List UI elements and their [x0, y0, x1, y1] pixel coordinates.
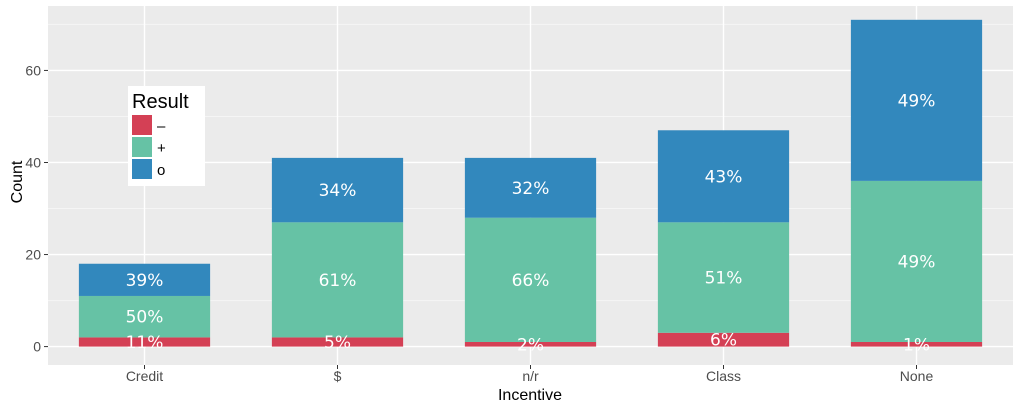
y-tick-label: 40 — [25, 154, 41, 170]
bar-segment — [464, 217, 597, 342]
x-tick-label: Credit — [126, 368, 163, 384]
bar-percent-label: 50% — [126, 308, 164, 328]
bar-percent-label: 2% — [517, 335, 544, 355]
bar-percent-label: 39% — [126, 271, 164, 291]
bar-segment — [271, 157, 404, 223]
y-axis: 0 20 40 60 — [25, 62, 48, 355]
bar-segment — [271, 337, 404, 347]
x-tick-label: n/r — [522, 368, 539, 384]
x-axis: Credit $ n/r Class None — [126, 365, 934, 384]
bar-segment — [78, 263, 211, 296]
bar-percent-label: 32% — [512, 179, 550, 199]
bar-segment — [850, 341, 983, 347]
x-axis-title: Incentive — [498, 387, 562, 404]
bar-segment — [657, 222, 790, 333]
legend-key — [132, 115, 152, 135]
bar-percent-label: 5% — [324, 333, 351, 353]
bar-percent-label: 1% — [903, 335, 930, 355]
y-tick-label: 20 — [25, 247, 41, 263]
bar-labels: 11% 50% 39% 5% 61% 34% 2% 66% 32% 6% 51% 43% 1% 49% 49… — [126, 91, 936, 355]
bar-percent-label: 61% — [319, 271, 357, 291]
legend-key — [132, 137, 152, 157]
bar-percent-label: 11% — [126, 333, 164, 353]
legend-label: – — [157, 118, 166, 135]
bar-percent-label: 43% — [705, 167, 743, 187]
legend-label: + — [157, 140, 166, 157]
bar-percent-label: 66% — [512, 271, 550, 291]
legend-items: – + o — [132, 115, 166, 179]
bar-segment — [464, 157, 597, 218]
bar-segment — [78, 295, 211, 338]
x-tick-label: None — [900, 368, 934, 384]
legend-label: o — [157, 162, 165, 179]
bar-percent-label: 6% — [710, 331, 737, 351]
x-tick-label: $ — [334, 368, 342, 384]
x-tick-label: Class — [706, 368, 741, 384]
bar-segment — [78, 337, 211, 347]
bar-percent-label: 49% — [898, 252, 936, 272]
bars — [78, 19, 983, 347]
y-tick-label: 0 — [33, 339, 41, 355]
legend: Result – + o — [128, 86, 205, 186]
bar-segment — [657, 332, 790, 347]
legend-key — [132, 159, 152, 179]
bar-segment — [464, 341, 597, 347]
bar-percent-label: 34% — [319, 181, 357, 201]
legend-title: Result — [132, 91, 189, 113]
bar-segment — [850, 180, 983, 342]
bar-segment — [850, 19, 983, 181]
bar-percent-label: 49% — [898, 91, 936, 111]
y-axis-title: Count — [9, 160, 26, 203]
bar-segment — [657, 130, 790, 223]
bar-percent-label: 51% — [705, 269, 743, 289]
bar-segment — [271, 222, 404, 338]
y-tick-label: 60 — [25, 62, 41, 78]
